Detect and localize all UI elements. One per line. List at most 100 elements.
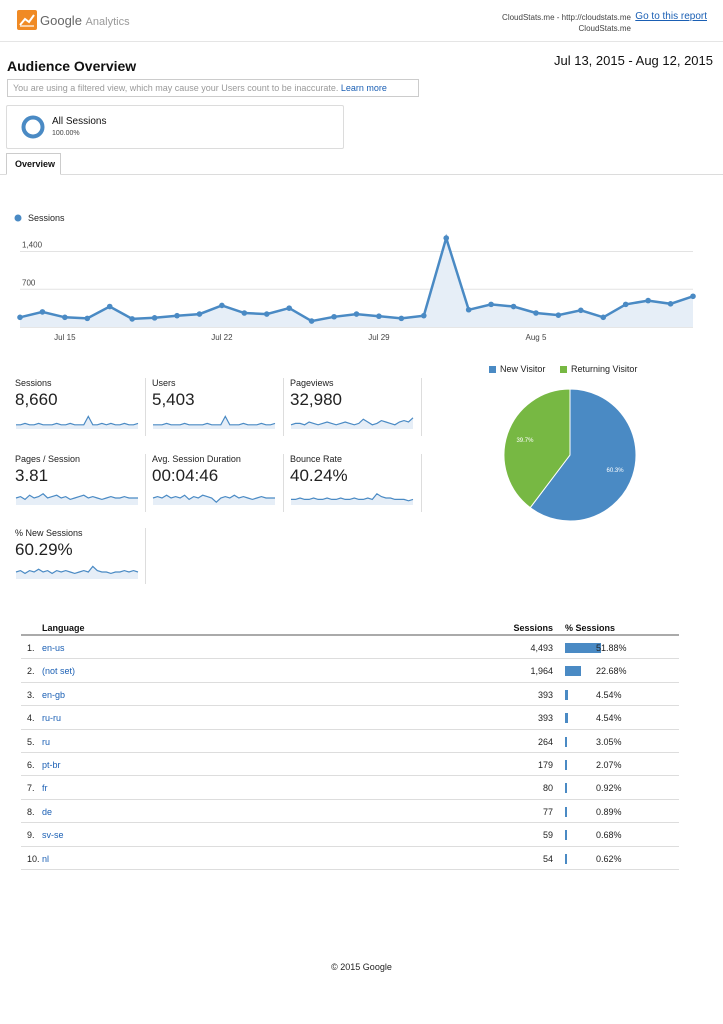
row-language-link[interactable]: en-us [42, 643, 65, 653]
metric-sparkline [16, 415, 139, 429]
sessions-point[interactable] [219, 302, 225, 309]
row-percent: 0.89% [596, 806, 622, 817]
sessions-point[interactable] [533, 310, 539, 316]
sessions-point[interactable] [62, 314, 68, 321]
metric-tile[interactable]: % New Sessions 60.29% [15, 528, 149, 588]
sessions-point[interactable] [690, 293, 696, 300]
sessions-point[interactable] [129, 316, 135, 322]
sessions-point[interactable] [17, 314, 23, 321]
row-language-link[interactable]: fr [42, 783, 48, 794]
row-percent: 0.68% [596, 830, 622, 841]
col-language[interactable]: Language [42, 623, 85, 633]
sessions-point[interactable] [600, 314, 607, 321]
row-language-link[interactable]: de [42, 806, 53, 817]
metric-label: Bounce Rate [290, 454, 343, 464]
visitor-type-pie-chart: 60.3% 39.7% [503, 388, 637, 522]
metric-divider [283, 378, 284, 436]
learn-more-link[interactable]: Learn more [340, 83, 387, 93]
row-share-bar [565, 643, 601, 653]
row-index: 3. [27, 689, 35, 700]
sessions-point[interactable] [421, 312, 427, 319]
sessions-point[interactable] [398, 315, 405, 322]
row-language-link[interactable]: sv-se [42, 830, 64, 841]
page-title: Audience Overview [7, 58, 137, 74]
sessions-point[interactable] [331, 313, 337, 320]
row-language-link[interactable]: pt-br [42, 759, 61, 770]
sparkline-line [15, 565, 139, 575]
row-sessions: 264 [537, 736, 553, 747]
row-index: 8. [27, 806, 35, 817]
sessions-point[interactable] [286, 305, 293, 311]
logo-product: Analytics [85, 16, 130, 28]
sessions-point[interactable] [174, 312, 180, 319]
y-tick-label: 1,400 [22, 241, 43, 250]
metric-divider [421, 378, 422, 436]
sessions-point[interactable] [622, 301, 629, 308]
sessions-point[interactable] [465, 306, 472, 313]
pie-slice[interactable] [529, 388, 637, 522]
sessions-point[interactable] [510, 303, 517, 310]
metric-tile[interactable]: Bounce Rate 40.24% [290, 454, 424, 514]
segment-percent: 100.00% [52, 130, 80, 137]
footer-copyright: © 2015 Google [331, 962, 392, 972]
sparkline-line [291, 493, 414, 502]
x-tick-label: Aug 5 [526, 333, 547, 342]
table-row: 3. en-gb 393 4.54% [21, 683, 679, 707]
sessions-point[interactable] [84, 315, 91, 322]
segment-card[interactable]: All Sessions 100.00% [6, 105, 344, 149]
sessions-point[interactable] [578, 307, 584, 314]
sessions-area [20, 238, 693, 327]
row-percent: 0.62% [596, 853, 622, 864]
metric-tile[interactable]: Sessions 8,660 [15, 378, 149, 438]
sessions-point[interactable] [196, 311, 203, 317]
sessions-point[interactable] [308, 318, 315, 324]
metric-tile[interactable]: Users 5,403 [152, 378, 286, 438]
legend-new-visitor[interactable]: New Visitor [489, 364, 545, 374]
row-language-link[interactable]: (not set) [42, 666, 76, 677]
metric-sparkline [153, 415, 276, 429]
metric-label: Pageviews [290, 378, 334, 388]
logo-wordmark: Google Analytics [40, 13, 130, 28]
row-index: 5. [27, 736, 35, 747]
sparkline-area [291, 417, 413, 429]
table-row: 5. ru 264 3.05% [21, 730, 679, 753]
sessions-point[interactable] [39, 309, 46, 315]
metric-label: Sessions [15, 378, 52, 388]
legend-returning-visitor[interactable]: Returning Visitor [560, 364, 637, 374]
metric-label: Users [152, 378, 176, 388]
sessions-point[interactable] [241, 310, 248, 316]
metric-tile[interactable]: Pages / Session 3.81 [15, 454, 149, 514]
metric-sparkline [152, 494, 275, 505]
col-percent-sessions[interactable]: % Sessions [565, 623, 616, 633]
sessions-point[interactable] [106, 303, 113, 310]
sparkline-area [153, 416, 275, 429]
metric-tile[interactable]: Avg. Session Duration 00:04:46 [152, 454, 286, 514]
tab-overview[interactable]: Overview [6, 153, 61, 175]
row-language-link[interactable]: ru-ru [42, 713, 62, 724]
sessions-point[interactable] [488, 301, 494, 308]
metric-label: % New Sessions [15, 528, 83, 538]
legend-sessions-label[interactable]: Sessions [28, 213, 65, 223]
col-sessions[interactable]: Sessions [513, 623, 553, 633]
row-language-link[interactable]: en-gb [42, 689, 66, 700]
pie-slice[interactable] [503, 388, 571, 509]
sessions-point[interactable] [667, 301, 674, 307]
sparkline-area [16, 493, 138, 505]
sparkline-line [15, 493, 138, 501]
row-sessions: 393 [537, 713, 553, 724]
sessions-point[interactable] [645, 297, 651, 304]
sessions-point[interactable] [151, 315, 158, 321]
property-name: CloudStats.me [578, 24, 631, 33]
row-language-link[interactable]: nl [42, 853, 50, 864]
sessions-point[interactable] [443, 235, 450, 241]
metric-sparkline [291, 493, 414, 505]
sessions-point[interactable] [376, 313, 382, 320]
sessions-point[interactable] [263, 311, 270, 317]
row-language-link[interactable]: ru [42, 736, 51, 747]
row-percent: 3.05% [596, 736, 622, 747]
metric-tile[interactable]: Pageviews 32,980 [290, 378, 424, 438]
sessions-point[interactable] [555, 312, 562, 318]
sessions-point[interactable] [353, 311, 360, 317]
row-index: 6. [27, 759, 35, 770]
go-to-report-link[interactable]: Go to this report [635, 11, 707, 22]
